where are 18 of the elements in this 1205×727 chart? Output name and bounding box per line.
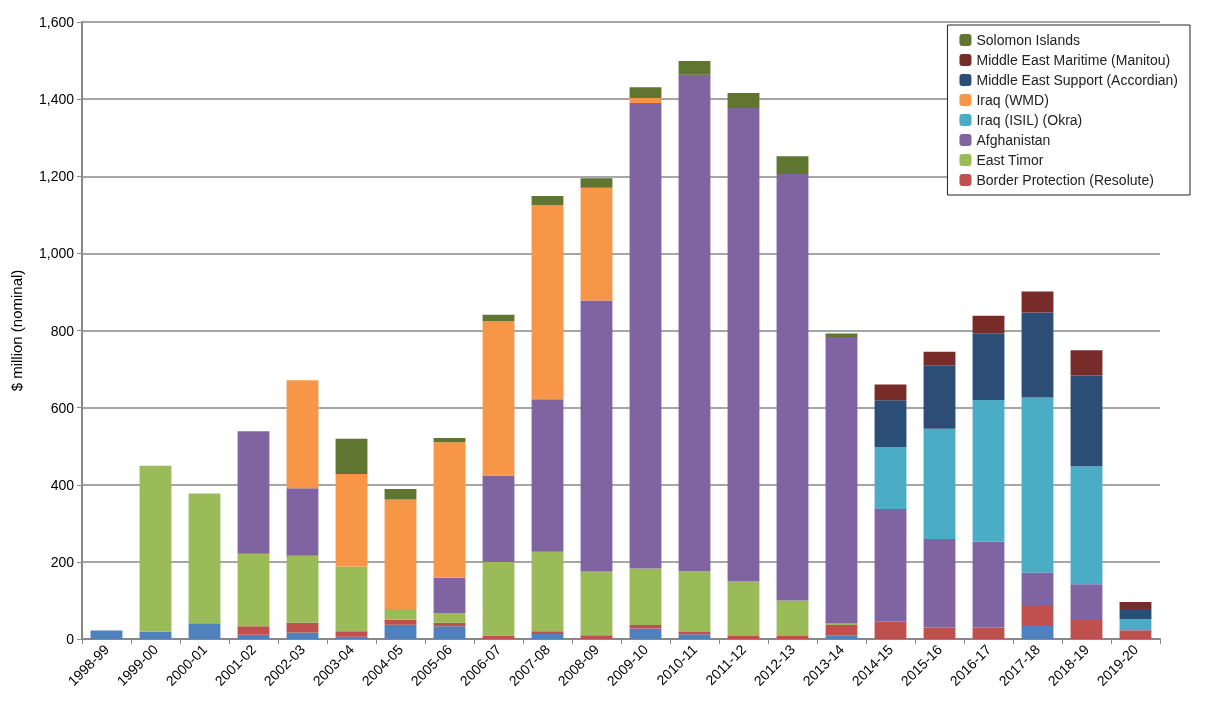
legend-label: Iraq (ISIL) (Okra)	[976, 112, 1083, 128]
y-tick-label: 800	[50, 322, 75, 339]
y-tick-label: 1,200	[38, 168, 75, 185]
y-tick-label: 0	[66, 631, 75, 647]
legend-label: East Timor	[976, 152, 1044, 168]
legend-label: Middle East Maritime (Manitou)	[976, 52, 1171, 68]
legend-label: Border Protection (Resolute)	[976, 172, 1154, 188]
y-axis-title: $ million (nominal)	[8, 269, 25, 392]
y-tick-label: 200	[50, 553, 75, 570]
y-tick-label: 1,600	[38, 14, 75, 30]
legend-label: Afghanistan	[976, 132, 1051, 148]
y-tick-label: 1,000	[38, 245, 75, 262]
y-tick-label: 400	[50, 476, 75, 493]
legend-label: Middle East Support (Accordian)	[976, 72, 1179, 88]
y-tick-label: 1,400	[38, 91, 75, 108]
legend-label: Iraq (WMD)	[976, 92, 1049, 108]
y-tick-label: 600	[50, 399, 75, 416]
legend-label: Solomon Islands	[976, 32, 1080, 48]
